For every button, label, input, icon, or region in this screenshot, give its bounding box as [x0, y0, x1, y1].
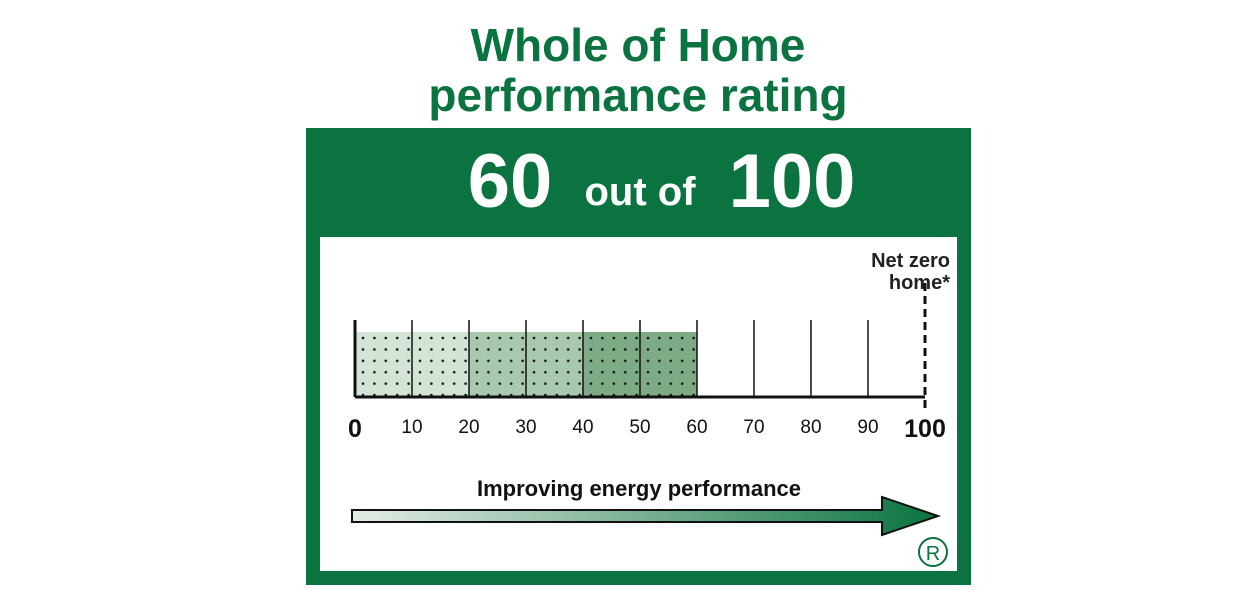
x-tick-label: 90 — [857, 417, 878, 438]
x-tick-label: 70 — [743, 417, 764, 438]
x-tick-label: 0 — [348, 415, 362, 443]
rating-max: 100 — [729, 139, 856, 224]
rating-connector: out of — [584, 170, 696, 214]
arrow-label: Improving energy performance — [477, 476, 801, 501]
annotation: Net zero home* — [871, 250, 950, 294]
x-tick-label: 30 — [515, 417, 536, 438]
x-tick-label: 10 — [401, 417, 422, 438]
x-tick-label: 20 — [458, 417, 479, 438]
arrow — [351, 495, 942, 537]
x-tick-label: 40 — [572, 417, 593, 438]
title: Whole of Home performance rating — [428, 19, 848, 121]
rating-value: 60 — [468, 139, 553, 224]
x-tick-label: 80 — [800, 417, 821, 438]
registered-circle — [918, 537, 948, 567]
registered-mark: R — [926, 543, 940, 565]
x-tick-label: 100 — [904, 415, 946, 443]
x-tick-label: 50 — [629, 417, 650, 438]
x-tick-label: 60 — [686, 417, 707, 438]
